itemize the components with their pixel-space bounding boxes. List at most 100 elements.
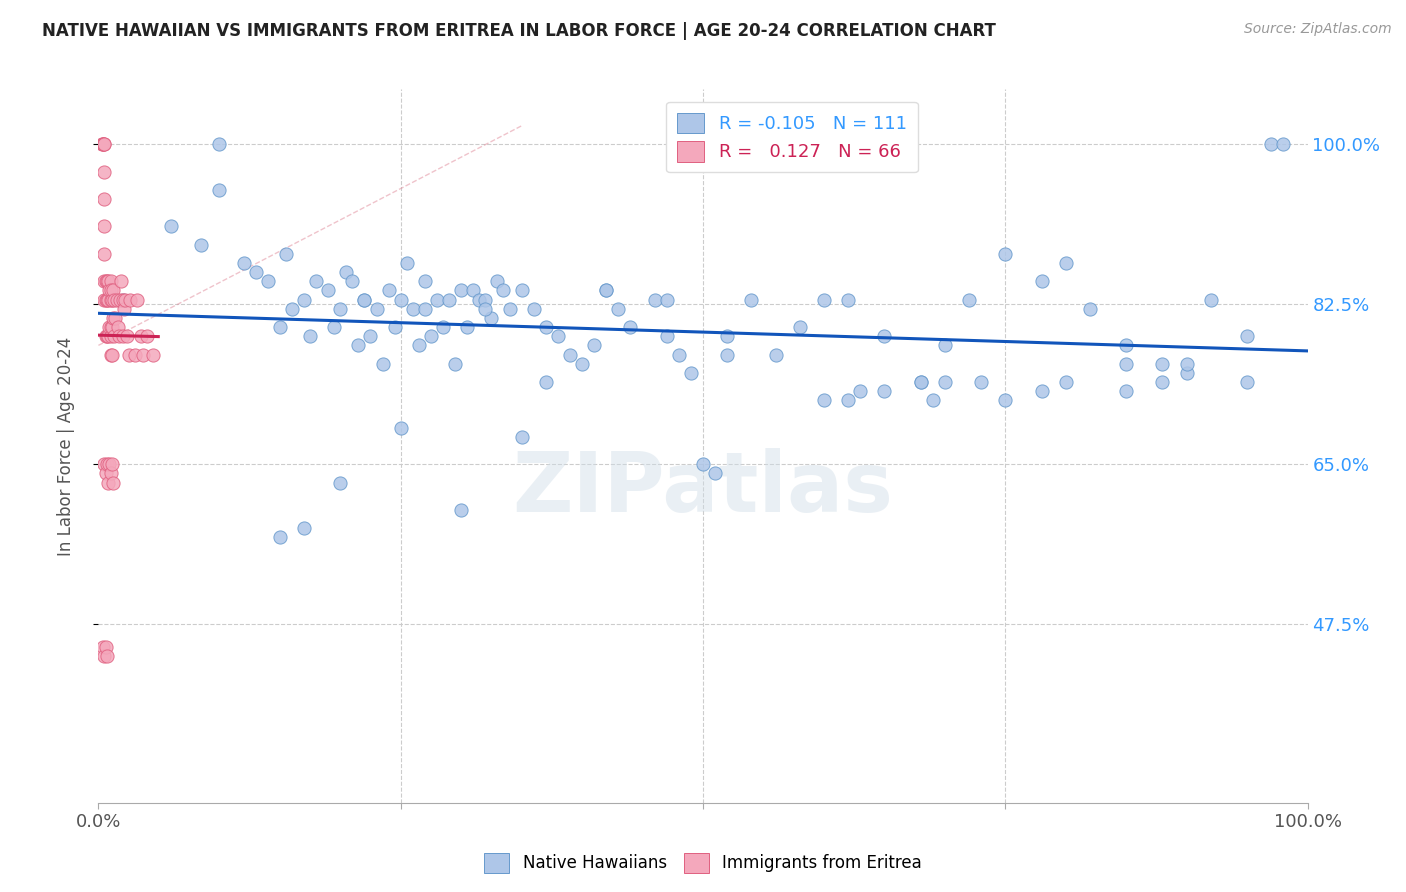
Point — [208, 183, 231, 197]
Point — [1175, 366, 1198, 380]
Point — [100, 347, 122, 361]
Point — [94, 293, 117, 307]
Point — [100, 293, 122, 307]
Point — [107, 320, 129, 334]
Point — [97, 293, 120, 307]
Point — [100, 274, 122, 288]
Point — [124, 347, 146, 361]
Point — [100, 458, 122, 472]
Point — [111, 293, 134, 307]
Point — [127, 293, 149, 307]
Point — [93, 192, 115, 206]
Point — [450, 284, 472, 298]
Point — [94, 467, 117, 481]
Point — [269, 531, 291, 545]
Point — [395, 256, 418, 270]
Point — [132, 347, 155, 361]
Point — [96, 274, 118, 288]
Point — [91, 137, 114, 152]
Point — [360, 329, 382, 343]
Point — [100, 467, 122, 481]
Point — [353, 293, 375, 307]
Point — [292, 293, 315, 307]
Point — [1054, 256, 1077, 270]
Point — [583, 338, 606, 352]
Point — [450, 503, 472, 517]
Point — [93, 458, 115, 472]
Y-axis label: In Labor Force | Age 20-24: In Labor Force | Age 20-24 — [56, 336, 75, 556]
Point — [100, 347, 122, 361]
Point — [595, 284, 617, 298]
Point — [704, 467, 727, 481]
Point — [96, 649, 118, 664]
Point — [93, 274, 115, 288]
Point — [93, 137, 115, 152]
Point — [98, 458, 121, 472]
Point — [463, 284, 485, 298]
Point — [292, 521, 315, 535]
Point — [456, 320, 478, 334]
Point — [323, 320, 346, 334]
Point — [97, 329, 120, 343]
Legend: R = -0.105   N = 111, R =   0.127   N = 66: R = -0.105 N = 111, R = 0.127 N = 66 — [666, 102, 918, 172]
Point — [402, 301, 425, 316]
Point — [668, 347, 690, 361]
Point — [329, 475, 352, 490]
Point — [118, 293, 141, 307]
Legend: Native Hawaiians, Immigrants from Eritrea: Native Hawaiians, Immigrants from Eritre… — [478, 847, 928, 880]
Point — [342, 274, 364, 288]
Point — [619, 320, 641, 334]
Point — [232, 256, 254, 270]
Point — [101, 475, 124, 490]
Point — [101, 284, 124, 298]
Point — [305, 274, 328, 288]
Point — [679, 366, 702, 380]
Point — [91, 137, 114, 152]
Point — [957, 293, 980, 307]
Point — [523, 301, 546, 316]
Point — [112, 301, 135, 316]
Point — [408, 338, 430, 352]
Point — [765, 347, 787, 361]
Point — [837, 393, 859, 408]
Point — [1115, 338, 1137, 352]
Point — [934, 338, 956, 352]
Point — [740, 293, 762, 307]
Point — [1199, 293, 1222, 307]
Point — [492, 284, 515, 298]
Point — [1115, 384, 1137, 398]
Point — [129, 329, 152, 343]
Point — [389, 420, 412, 434]
Point — [110, 274, 132, 288]
Point — [335, 265, 357, 279]
Point — [97, 274, 120, 288]
Point — [96, 293, 118, 307]
Point — [135, 329, 157, 343]
Point — [108, 329, 131, 343]
Point — [426, 293, 449, 307]
Point — [377, 284, 399, 298]
Point — [534, 320, 557, 334]
Point — [96, 329, 118, 343]
Point — [256, 274, 278, 288]
Point — [1152, 357, 1174, 371]
Point — [994, 247, 1017, 261]
Point — [420, 329, 443, 343]
Point — [837, 293, 859, 307]
Point — [607, 301, 630, 316]
Point — [432, 320, 454, 334]
Point — [245, 265, 267, 279]
Point — [100, 320, 122, 334]
Point — [1236, 375, 1258, 389]
Point — [547, 329, 569, 343]
Point — [101, 310, 124, 325]
Point — [111, 293, 134, 307]
Point — [91, 137, 114, 152]
Point — [789, 320, 811, 334]
Point — [366, 301, 388, 316]
Point — [93, 137, 115, 152]
Point — [873, 384, 896, 398]
Point — [716, 329, 738, 343]
Point — [316, 284, 339, 298]
Point — [347, 338, 370, 352]
